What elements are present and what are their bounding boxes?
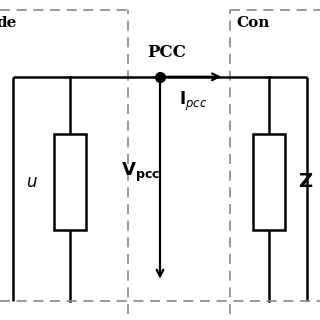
Text: PCC: PCC <box>147 44 186 61</box>
Text: $\mathbf{Z}$: $\mathbf{Z}$ <box>298 173 313 191</box>
Bar <box>253 134 285 230</box>
Bar <box>54 134 86 230</box>
Text: Con: Con <box>237 16 270 30</box>
Text: $u$: $u$ <box>26 174 38 191</box>
Text: $\mathbf{I}_{pcc}$: $\mathbf{I}_{pcc}$ <box>179 90 208 113</box>
Text: $\mathbf{V_{pcc}}$: $\mathbf{V_{pcc}}$ <box>121 161 160 184</box>
Text: de: de <box>0 16 17 30</box>
